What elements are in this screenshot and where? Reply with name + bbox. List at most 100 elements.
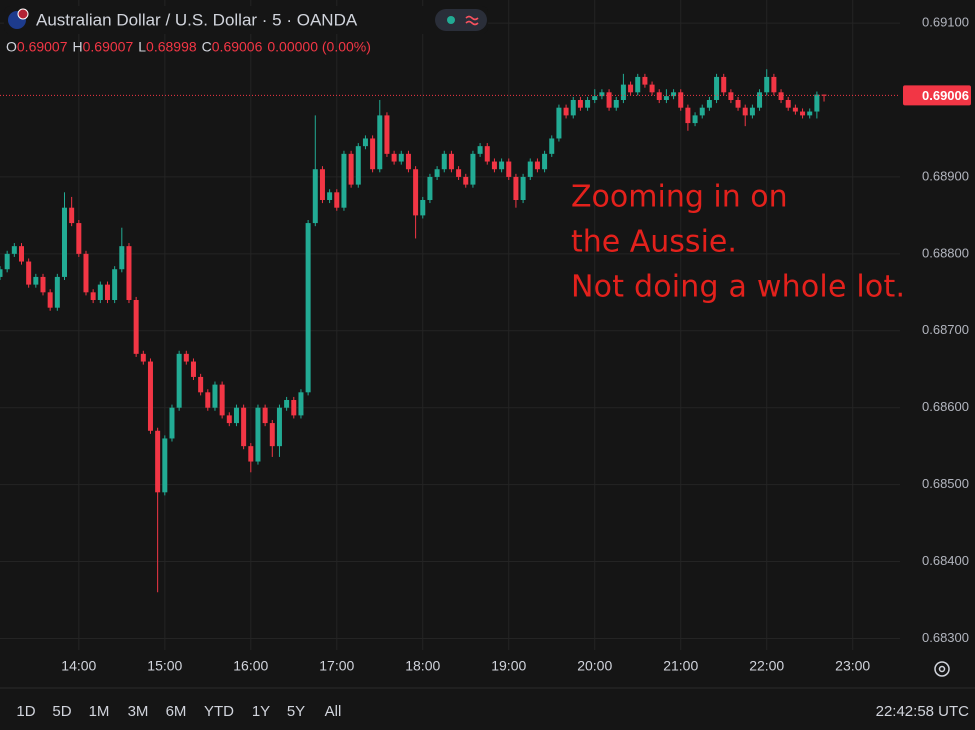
- candle-body: [671, 92, 677, 97]
- timeframe-button[interactable]: All: [325, 703, 342, 720]
- last-price-tag: [903, 85, 971, 106]
- candle-body: [792, 107, 798, 112]
- y-tick-label: 0.68500: [922, 476, 969, 491]
- timeframe-button[interactable]: 1M: [89, 703, 110, 720]
- timeframe-button[interactable]: 5D: [52, 703, 71, 720]
- candle-body: [219, 384, 225, 416]
- y-tick-label: 0.68600: [922, 399, 969, 414]
- timeframe-button[interactable]: 3M: [128, 703, 149, 720]
- candle-body: [663, 96, 669, 100]
- candle-body: [362, 138, 368, 147]
- ohlc-key: O: [6, 39, 17, 55]
- candle-body: [298, 392, 304, 416]
- overlay: 0.69006: [0, 85, 971, 106]
- candle-body: [205, 392, 211, 408]
- timeframe-button[interactable]: 5Y: [287, 703, 305, 720]
- timeframe-button[interactable]: 6M: [166, 703, 187, 720]
- candle-body: [198, 376, 204, 393]
- candle-body: [112, 269, 118, 300]
- timeframe-button[interactable]: 1Y: [252, 703, 270, 720]
- candle-body: [499, 161, 505, 170]
- candle-body: [33, 276, 39, 285]
- candle-body: [334, 192, 340, 208]
- candle-body: [384, 115, 390, 154]
- candle-body: [728, 92, 734, 100]
- candle-body: [778, 92, 784, 100]
- x-tick-label: 23:00: [835, 658, 870, 674]
- candle-body: [549, 138, 555, 154]
- candle-body: [585, 100, 591, 108]
- candle-body: [556, 107, 562, 139]
- candle-body: [147, 361, 153, 431]
- x-tick-label: 21:00: [663, 658, 698, 674]
- candle-body: [764, 76, 770, 93]
- candles: [0, 69, 827, 593]
- candle-body: [635, 76, 641, 93]
- candle-body: [427, 176, 433, 200]
- ohlc-legend: O 0.69007 H 0.69007 L 0.68998 C 0.69006 0.00000 …: [6, 39, 371, 55]
- candle-body: [348, 153, 354, 185]
- candle-body: [413, 169, 419, 216]
- candle-body: [570, 100, 576, 116]
- candle-body: [434, 169, 440, 177]
- candle-body: [4, 253, 10, 270]
- candle-body: [90, 292, 96, 300]
- candle-body: [470, 153, 476, 185]
- annotation-line: Zooming in on: [571, 180, 788, 215]
- candle-body: [563, 107, 569, 116]
- x-tick-label: 16:00: [233, 658, 268, 674]
- candle-body: [133, 300, 139, 354]
- candle-body: [69, 207, 75, 224]
- timeframe-button[interactable]: 1D: [16, 703, 35, 720]
- candle-body: [613, 100, 619, 108]
- y-tick-label: 0.68400: [922, 553, 969, 568]
- timeframe-button[interactable]: YTD: [204, 703, 234, 720]
- candle-body: [606, 92, 612, 108]
- candle-body: [456, 169, 462, 177]
- x-tick-label: 19:00: [491, 658, 526, 674]
- y-tick-label: 0.68300: [922, 630, 969, 645]
- candle-body: [162, 438, 168, 493]
- x-tick-label: 15:00: [147, 658, 182, 674]
- candle-body: [97, 284, 103, 300]
- candle-body: [248, 446, 254, 462]
- candle-body: [0, 269, 3, 277]
- realtime-icon: [465, 15, 479, 26]
- ohlc-value: 0.69006: [212, 39, 263, 55]
- candle-body: [448, 153, 454, 170]
- candle-body: [534, 161, 540, 170]
- status-pill[interactable]: [435, 9, 487, 31]
- candle-body: [341, 153, 347, 208]
- candle-body: [420, 200, 426, 216]
- grid: 14:00 15:00 16:00 17:00 18:00 19:00 20:00 21:00…: [0, 0, 969, 674]
- candle-body: [26, 261, 32, 285]
- y-tick-label: 0.69100: [922, 15, 969, 30]
- ohlc-key: H: [73, 39, 83, 55]
- candle-body: [542, 153, 548, 170]
- candle-body: [291, 400, 297, 416]
- candle-body: [742, 107, 748, 116]
- candle-body: [269, 423, 275, 447]
- candle-body: [284, 400, 290, 408]
- flag-usd: [17, 8, 29, 20]
- candle-body: [405, 153, 411, 170]
- candle-body: [212, 384, 218, 408]
- y-tick-label: 0.68700: [922, 322, 969, 337]
- x-tick-label: 20:00: [577, 658, 612, 674]
- toolbar: 1D 5D 1M 3M 6M YTD 1Y 5Y All 22:42:58 UTC: [16, 703, 969, 720]
- candle-body: [721, 76, 727, 93]
- candle-body: [190, 361, 196, 377]
- market-open-dot: [447, 16, 455, 24]
- candle-body: [649, 84, 655, 93]
- candle-body: [757, 92, 763, 108]
- candle-body: [255, 407, 261, 462]
- candle-body: [47, 292, 53, 308]
- candle-body: [685, 107, 691, 124]
- ohlc-value: 0.69007: [17, 39, 68, 55]
- settings-icon[interactable]: [934, 661, 950, 677]
- candle-body: [506, 161, 512, 177]
- candle-body: [40, 276, 46, 293]
- candle-body: [11, 246, 17, 254]
